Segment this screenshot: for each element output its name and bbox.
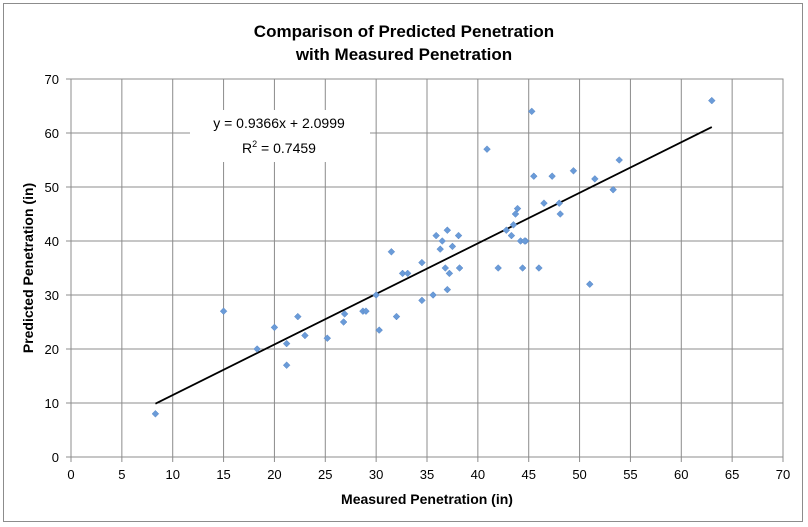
data-point — [548, 172, 556, 180]
x-tick-label: 40 — [471, 467, 485, 482]
data-point — [375, 326, 383, 334]
x-tick-label: 70 — [776, 467, 790, 482]
x-tick-label: 50 — [572, 467, 586, 482]
data-point — [443, 285, 452, 294]
x-tick-label: 5 — [118, 467, 125, 482]
data-point — [270, 323, 279, 332]
x-tick-label: 45 — [521, 467, 535, 482]
data-point — [418, 296, 426, 305]
data-point — [556, 210, 564, 218]
data-point — [528, 107, 536, 116]
x-axis-ticks: 0 5 10 15 20 25 30 35 40 45 50 55 60 65 70 — [67, 457, 790, 482]
data-point — [362, 307, 370, 315]
data-point — [455, 264, 464, 272]
data-point — [502, 226, 511, 234]
data-point — [494, 264, 502, 272]
data-point — [151, 410, 160, 418]
trendline-annotation: y = 0.9366x + 2.0999 R2 = 0.7459 — [190, 110, 370, 162]
x-tick-label: 65 — [725, 467, 739, 482]
data-point — [530, 172, 538, 180]
y-tick-label: 0 — [52, 450, 59, 465]
data-points — [151, 96, 716, 418]
data-point — [585, 280, 594, 288]
data-point — [418, 258, 426, 267]
data-point — [609, 185, 617, 194]
x-tick-label: 15 — [216, 467, 230, 482]
y-tick-label: 70 — [45, 72, 59, 87]
x-tick-label: 55 — [623, 467, 637, 482]
data-point — [445, 269, 454, 278]
r-squared-label: R2 = 0.7459 — [242, 139, 316, 156]
data-point — [339, 318, 348, 326]
data-point — [511, 210, 520, 218]
trendline — [155, 126, 713, 405]
trendline-equation: y = 0.9366x + 2.0999 — [213, 115, 345, 131]
y-tick-label: 10 — [45, 396, 59, 411]
y-tick-label: 50 — [45, 180, 59, 195]
x-axis-title: Measured Penetration (in) — [341, 491, 513, 507]
scatter-chart: Comparison of Predicted Penetration with… — [20, 22, 791, 507]
data-point — [540, 199, 548, 207]
chart-frame: Comparison of Predicted Penetration with… — [3, 3, 803, 522]
x-tick-label: 30 — [369, 467, 383, 482]
data-point — [513, 204, 522, 213]
data-point — [555, 199, 563, 207]
data-point — [615, 156, 623, 164]
plot-area: 0 5 10 15 20 25 30 35 40 45 50 55 60 65 70 0 10 20 30 40 50… — [45, 72, 791, 482]
data-point — [436, 245, 444, 253]
chart-title-line-2: with Measured Penetration — [295, 45, 512, 64]
chart-title-line-1: Comparison of Predicted Penetration — [254, 22, 554, 41]
data-point — [443, 226, 452, 234]
data-point — [392, 312, 401, 321]
data-point — [294, 312, 302, 321]
annotation-background — [190, 110, 370, 162]
data-point — [509, 221, 518, 229]
x-tick-label: 20 — [267, 467, 281, 482]
y-tick-label: 60 — [45, 126, 59, 141]
y-axis-ticks: 0 10 20 30 40 50 60 70 — [45, 72, 71, 465]
data-point — [454, 231, 463, 240]
data-point — [432, 231, 440, 240]
data-point — [520, 237, 529, 245]
data-point — [535, 264, 543, 272]
data-point — [253, 345, 261, 353]
data-point — [429, 291, 437, 299]
data-point — [507, 231, 516, 240]
data-point — [398, 269, 407, 278]
data-point — [282, 361, 291, 369]
data-point — [323, 334, 332, 342]
data-point — [387, 248, 396, 256]
x-tick-label: 60 — [674, 467, 688, 482]
x-tick-label: 0 — [67, 467, 74, 482]
data-point — [438, 237, 447, 245]
x-tick-label: 35 — [420, 467, 434, 482]
y-tick-label: 40 — [45, 234, 59, 249]
data-point — [219, 307, 228, 315]
data-point — [403, 269, 412, 278]
data-point — [441, 264, 450, 272]
y-tick-label: 20 — [45, 342, 59, 357]
gridlines — [71, 79, 783, 457]
data-point — [708, 96, 716, 105]
data-point — [282, 339, 291, 348]
y-axis-title: Predicted Penetration (in) — [20, 183, 36, 353]
data-point — [483, 145, 491, 153]
data-point — [301, 331, 309, 340]
x-tick-label: 25 — [318, 467, 332, 482]
data-point — [372, 291, 380, 299]
data-point — [448, 242, 457, 251]
data-point — [518, 264, 527, 272]
data-point — [569, 167, 578, 175]
data-point — [591, 175, 599, 183]
data-point — [340, 310, 349, 318]
y-tick-label: 30 — [45, 288, 59, 303]
x-tick-label: 10 — [165, 467, 179, 482]
